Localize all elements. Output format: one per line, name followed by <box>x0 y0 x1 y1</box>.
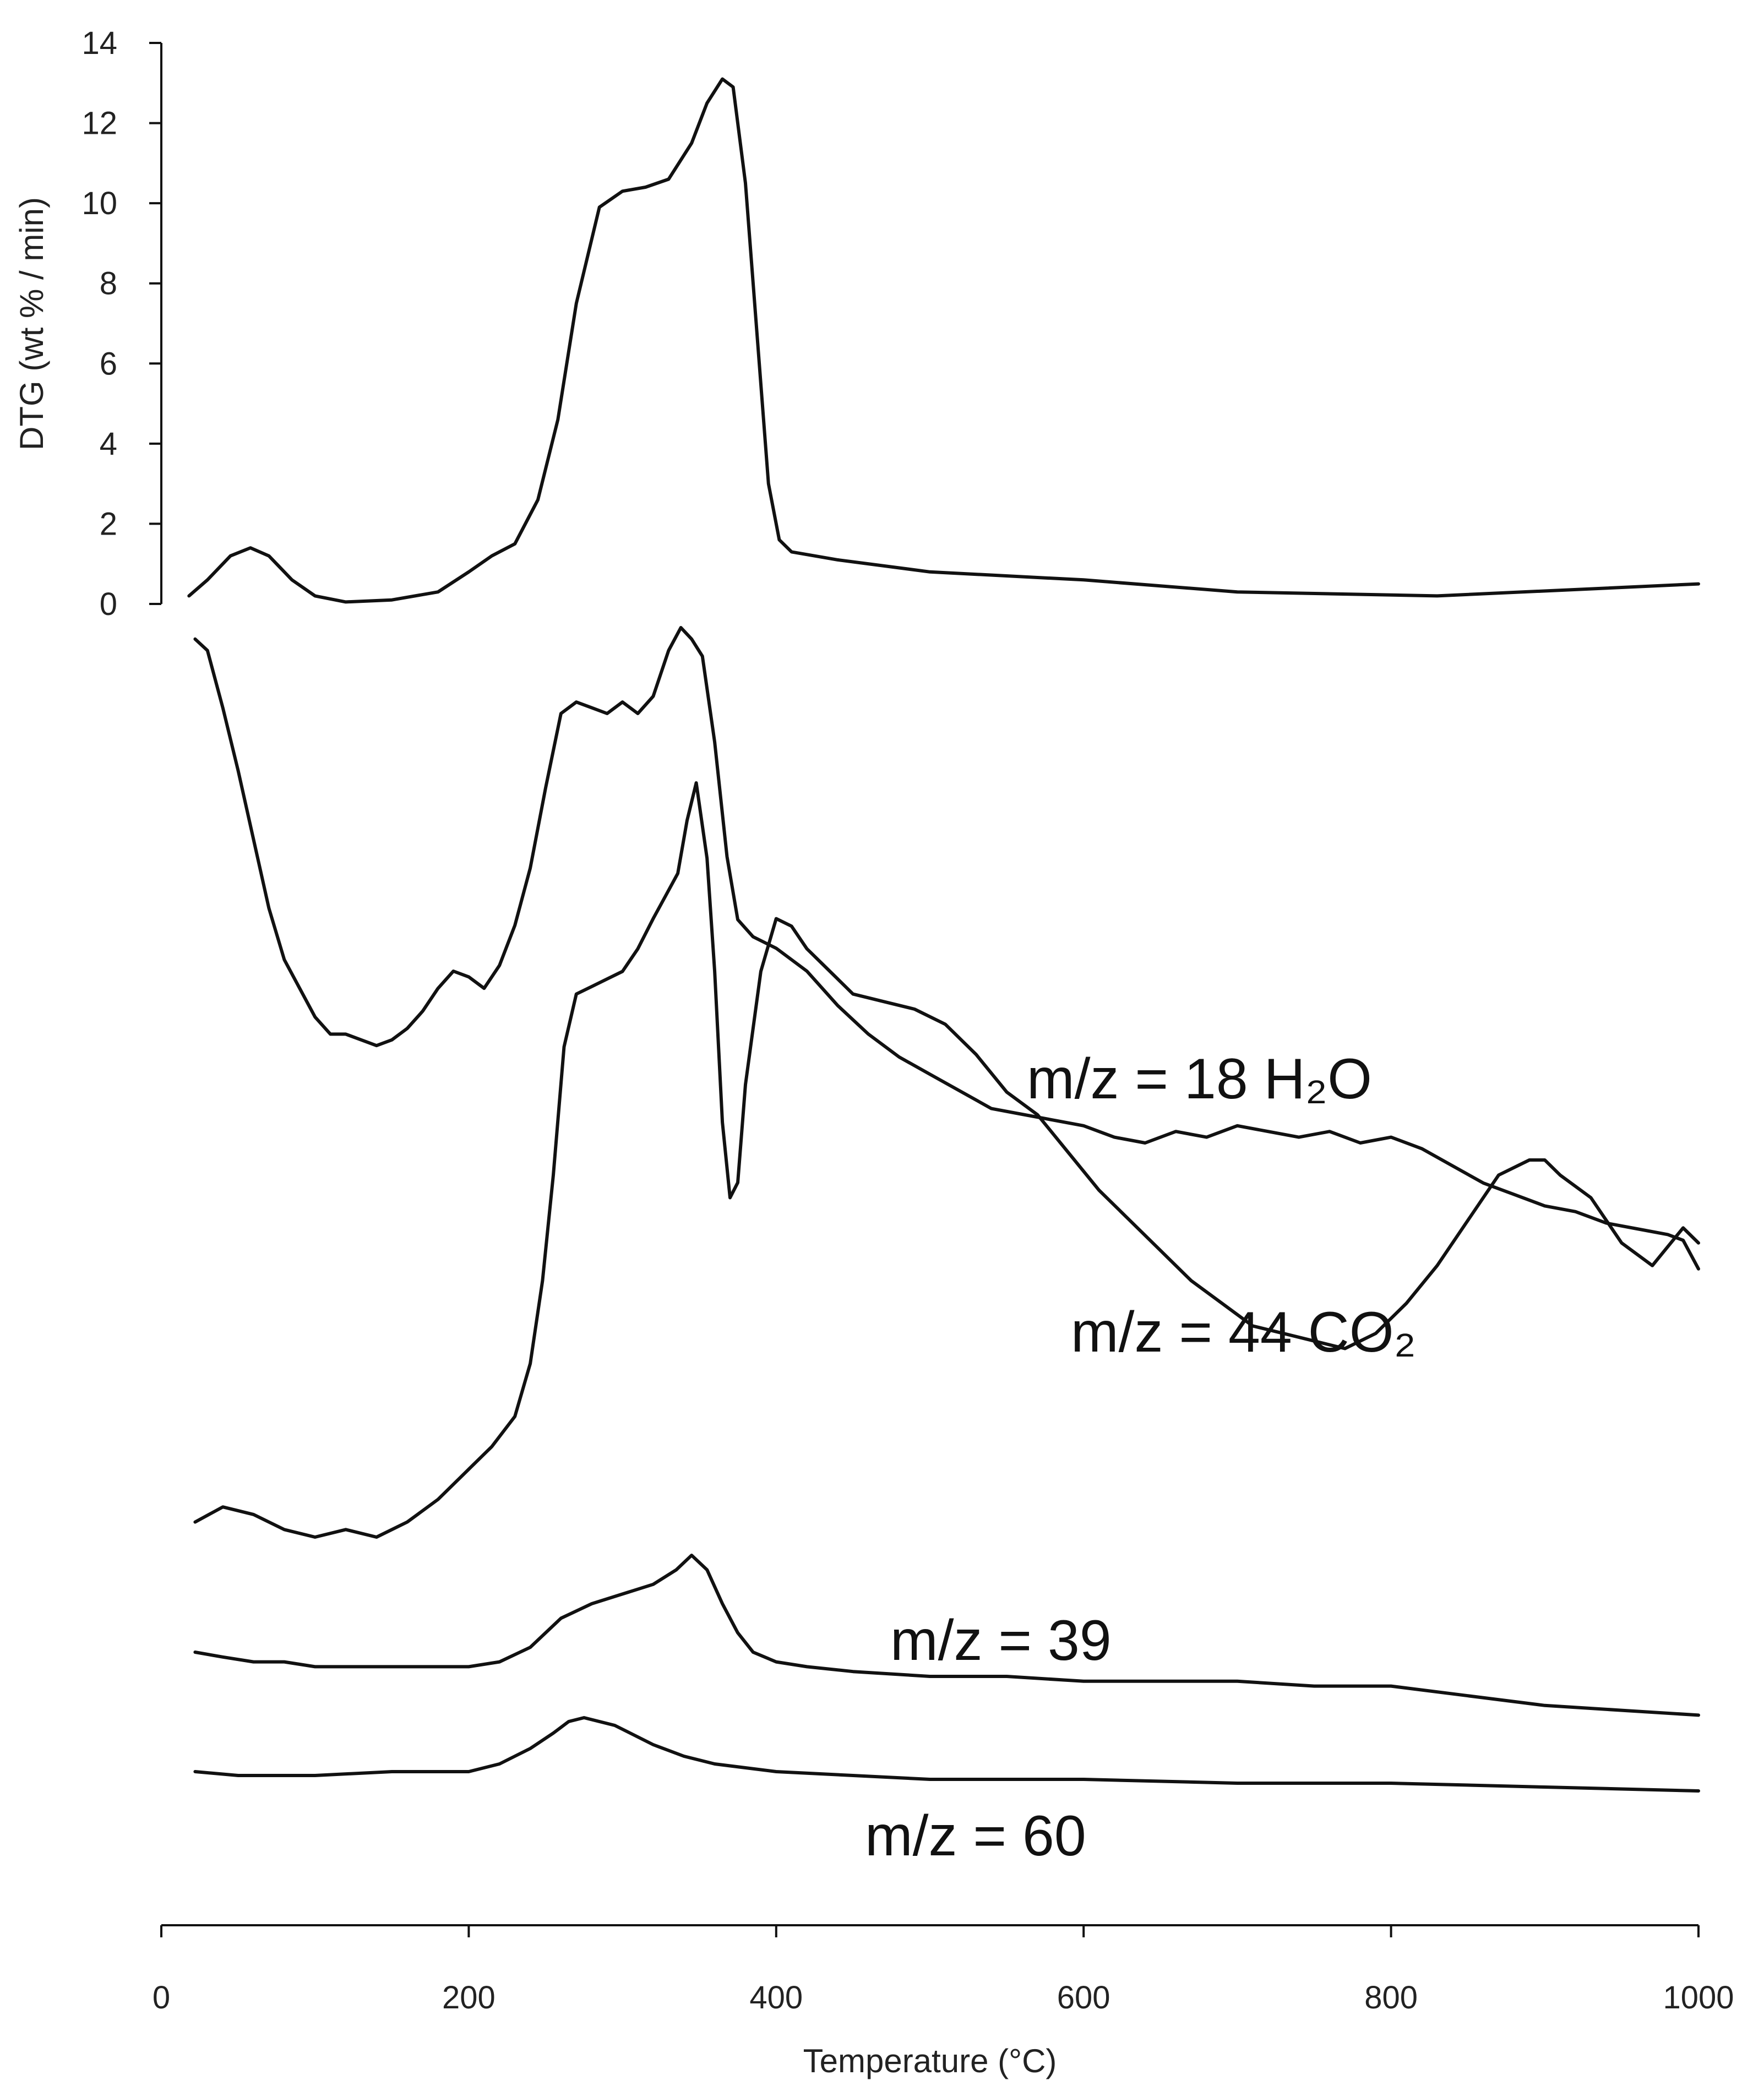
x-tick-label: 200 <box>442 1980 496 2016</box>
y-axis-title: DTG (wt % / min) <box>13 197 50 450</box>
annotation-mz39: m/z = 39 <box>890 1609 1112 1673</box>
series-line-mz60 <box>193 1716 1700 1793</box>
series-line-mz44-co2 <box>193 781 1700 1539</box>
y-tick-label: 4 <box>100 426 117 462</box>
y-tick-label: 10 <box>81 186 117 221</box>
series-line-dtg <box>187 77 1700 604</box>
series-line-mz18-h2o <box>193 626 1700 1271</box>
x-axis-title: Temperature (°C) <box>803 2043 1057 2079</box>
x-tick-label: 600 <box>1057 1980 1110 2016</box>
y-tick-label: 2 <box>100 506 117 542</box>
annotation-mz44-co2: m/z = 44 CO₂ <box>1071 1300 1416 1364</box>
x-tick-label: 1000 <box>1663 1980 1734 2016</box>
annotation-mz60: m/z = 60 <box>865 1804 1086 1868</box>
x-tick-label: 400 <box>749 1980 803 2016</box>
x-tick-label: 800 <box>1364 1980 1418 2016</box>
x-axis-ticks: 0 200 400 600 800 1000 <box>153 1925 1734 2016</box>
x-tick-label: 0 <box>153 1980 170 2016</box>
y-axis-ticks: 0 2 4 6 8 10 12 14 <box>81 25 161 622</box>
y-tick-label: 6 <box>100 346 117 382</box>
series-line-mz39 <box>193 1554 1700 1717</box>
y-tick-label: 14 <box>81 25 117 61</box>
y-tick-label: 8 <box>100 266 117 302</box>
annotation-mz18-h2o: m/z = 18 H₂O <box>1027 1047 1372 1111</box>
y-tick-label: 12 <box>81 106 117 141</box>
y-tick-label: 0 <box>100 586 117 622</box>
